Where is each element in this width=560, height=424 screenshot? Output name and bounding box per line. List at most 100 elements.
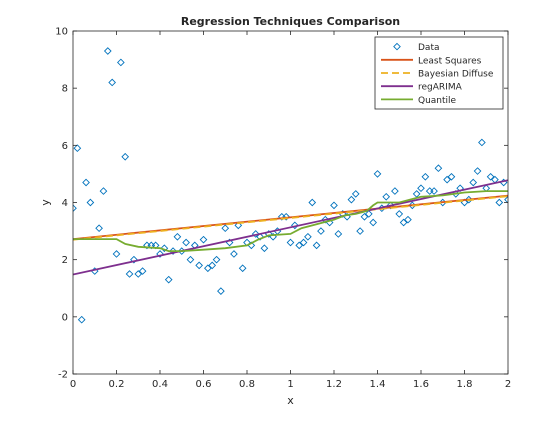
- y-tick-label: 6: [62, 141, 68, 152]
- data-point: [312, 241, 321, 250]
- x-tick-label: 1.8: [457, 379, 473, 390]
- legend-label: Bayesian Diffuse: [418, 70, 494, 80]
- data-point: [125, 270, 134, 278]
- y-tick-label: -2: [58, 370, 68, 381]
- legend: Data Least Squares Bayesian Diffuse regARIM…: [374, 36, 504, 110]
- data-point: [77, 315, 86, 324]
- data-layer: [73, 47, 508, 324]
- x-tick-label: 1: [287, 379, 293, 390]
- x-tick-label: 0.4: [152, 379, 168, 390]
- data-point: [317, 227, 325, 235]
- y-tick-label: 0: [62, 312, 68, 323]
- data-point: [295, 241, 304, 250]
- data-point: [186, 255, 195, 264]
- y-tick-label: 10: [55, 27, 68, 38]
- data-point: [430, 187, 438, 195]
- data-point: [473, 167, 482, 175]
- legend-label: regARIMA: [418, 83, 463, 93]
- data-point: [399, 218, 408, 227]
- legend-entry-data: Data: [393, 42, 440, 53]
- data-point: [404, 215, 412, 224]
- data-point: [156, 250, 164, 258]
- data-point: [234, 221, 243, 230]
- data-point: [103, 47, 112, 55]
- data-point: [130, 255, 138, 264]
- data-point: [286, 238, 295, 247]
- data-point: [212, 255, 221, 264]
- data-point: [238, 264, 247, 273]
- data-point: [486, 172, 495, 181]
- data-point: [504, 195, 508, 204]
- data-point: [299, 238, 308, 247]
- x-tick-label: 0: [70, 379, 76, 390]
- legend-label: Data: [418, 43, 440, 53]
- data-point: [447, 172, 456, 181]
- data-point: [195, 261, 203, 270]
- data-point: [304, 232, 312, 241]
- x-tick-label: 0.6: [196, 379, 212, 390]
- data-point: [86, 198, 95, 207]
- data-point: [173, 232, 182, 241]
- data-point: [108, 78, 116, 87]
- data-point: [138, 267, 147, 275]
- data-point: [260, 244, 269, 253]
- legend-label: Quantile: [418, 96, 457, 106]
- plot-contents: [73, 47, 508, 324]
- data-point: [82, 178, 90, 187]
- x-tick-label: 1.6: [413, 379, 429, 390]
- data-point: [208, 261, 217, 270]
- data-point: [347, 195, 356, 204]
- x-tick-label: 2: [505, 379, 511, 390]
- data-point: [360, 212, 369, 221]
- data-point: [334, 230, 343, 238]
- data-point: [291, 221, 299, 230]
- data-point: [469, 178, 478, 187]
- data-point: [99, 187, 108, 195]
- data-point: [330, 201, 338, 210]
- x-tick-label: 0.8: [239, 379, 255, 390]
- data-point: [351, 190, 360, 198]
- data-point: [117, 58, 125, 67]
- data-point: [199, 235, 208, 244]
- data-point: [182, 238, 190, 247]
- data-point: [230, 250, 238, 258]
- legend-label: Least Squares: [418, 56, 482, 66]
- y-tick-label: 2: [62, 255, 68, 266]
- data-point: [256, 232, 264, 241]
- y-axis-label: y: [39, 199, 52, 206]
- x-tick-label: 1.2: [326, 379, 342, 390]
- data-point: [169, 247, 177, 255]
- x-tick-label: 1.4: [370, 379, 386, 390]
- legend-marker-data: [393, 42, 401, 51]
- series-line-quantile: [73, 190, 508, 252]
- data-point: [221, 224, 230, 233]
- data-point: [282, 212, 290, 221]
- chart-title: Regression Techniques Comparison: [181, 15, 400, 28]
- data-point: [421, 172, 430, 181]
- data-point: [134, 270, 143, 278]
- legend-entry-bayesian-diffuse: Bayesian Diffuse: [381, 70, 494, 80]
- data-point: [121, 152, 130, 161]
- data-point: [395, 210, 404, 218]
- data-point: [73, 204, 77, 213]
- data-point: [251, 230, 260, 238]
- data-point: [478, 138, 486, 147]
- x-tick-label: 0.2: [109, 379, 125, 390]
- data-point: [382, 192, 391, 201]
- data-point: [217, 287, 225, 295]
- data-point: [164, 275, 173, 284]
- data-point: [95, 224, 103, 233]
- legend-entry-least-squares: Least Squares: [381, 56, 482, 66]
- legend-entry-regarima: regARIMA: [381, 83, 463, 93]
- data-point: [308, 198, 317, 207]
- data-point: [373, 170, 382, 178]
- data-point: [417, 184, 425, 193]
- data-point: [160, 244, 169, 253]
- data-point: [204, 264, 212, 273]
- data-point: [434, 164, 443, 173]
- y-tick-label: 4: [62, 198, 68, 209]
- data-point: [443, 175, 451, 184]
